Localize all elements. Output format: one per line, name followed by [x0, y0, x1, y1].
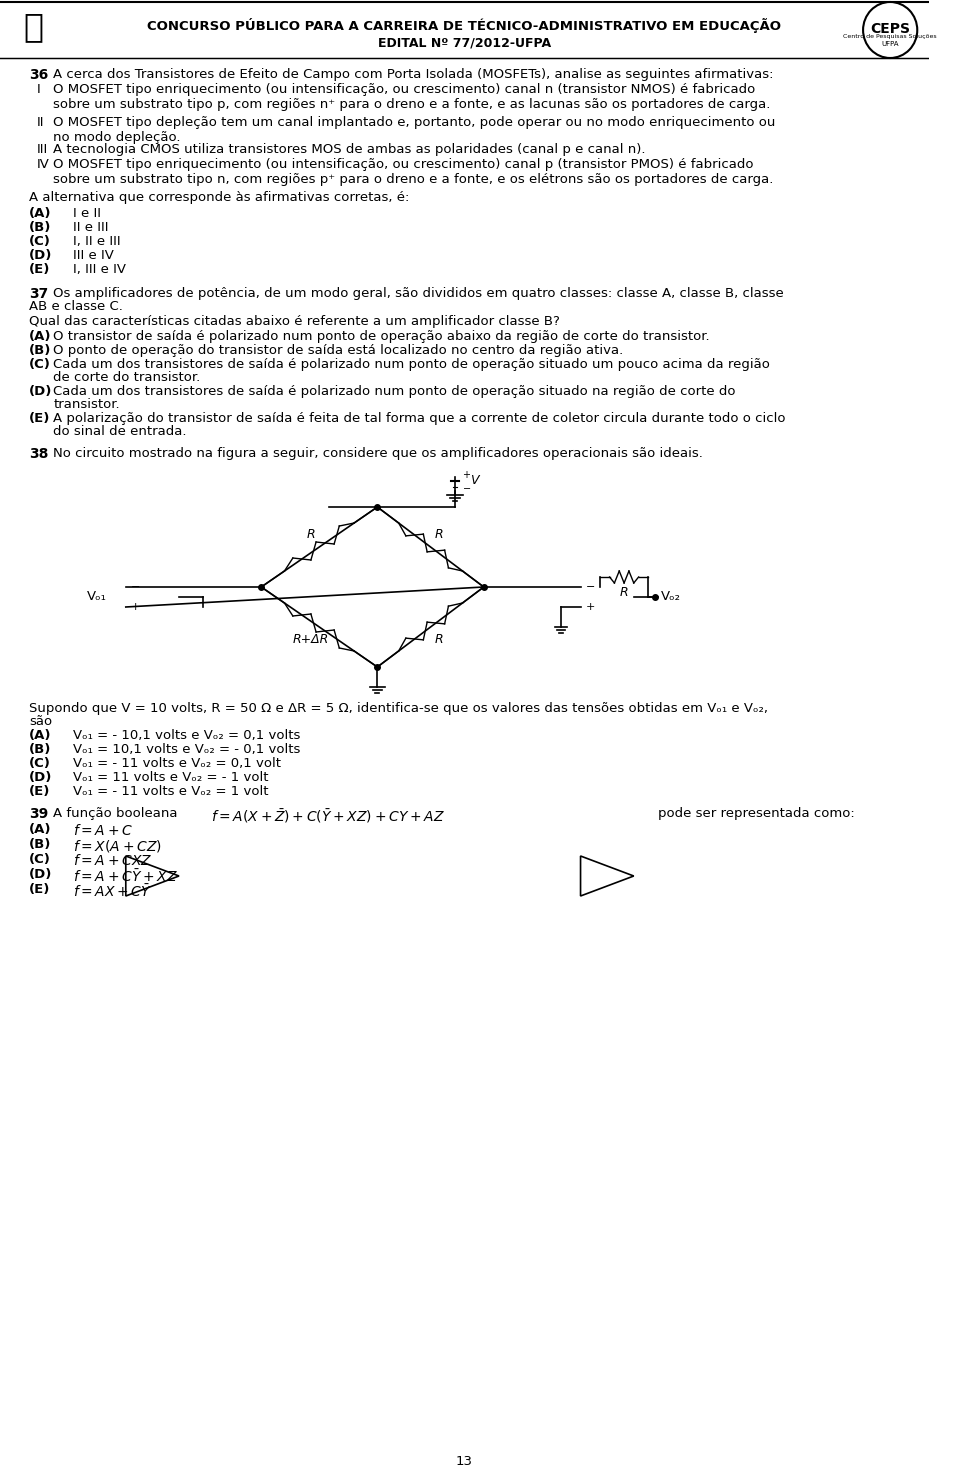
- Text: I e II: I e II: [73, 208, 101, 219]
- Text: III: III: [36, 143, 48, 156]
- Text: No circuito mostrado na figura a seguir, considere que os amplificadores operaci: No circuito mostrado na figura a seguir,…: [53, 446, 703, 460]
- Text: A polarização do transistor de saída é feita de tal forma que a corrente de cole: A polarização do transistor de saída é f…: [53, 412, 785, 426]
- Text: II: II: [36, 116, 44, 130]
- Text: EDITAL Nº 77/2012-UFPA: EDITAL Nº 77/2012-UFPA: [378, 35, 551, 49]
- Text: R+ΔR: R+ΔR: [293, 633, 329, 647]
- Text: Vₒ₁ = - 11 volts e Vₒ₂ = 1 volt: Vₒ₁ = - 11 volts e Vₒ₂ = 1 volt: [73, 785, 268, 798]
- Text: (D): (D): [29, 384, 53, 398]
- Text: O transistor de saída é polarizado num ponto de operação abaixo da região de cor: O transistor de saída é polarizado num p…: [53, 330, 709, 343]
- Text: (E): (E): [29, 785, 51, 798]
- Text: I, III e IV: I, III e IV: [73, 264, 126, 275]
- Text: UFPA: UFPA: [881, 41, 899, 47]
- Text: AB e classe C.: AB e classe C.: [29, 300, 123, 312]
- Text: −: −: [586, 582, 595, 592]
- Text: A cerca dos Transistores de Efeito de Campo com Porta Isolada (MOSFETs), analise: A cerca dos Transistores de Efeito de Ca…: [53, 68, 774, 81]
- Text: (C): (C): [29, 757, 51, 770]
- Text: $f = A + CXZ$: $f = A + CXZ$: [73, 853, 152, 868]
- Text: do sinal de entrada.: do sinal de entrada.: [53, 426, 186, 437]
- Text: (C): (C): [29, 358, 51, 371]
- Text: O MOSFET tipo enriquecimento (ou intensificação, ou crescimento) canal p (transi: O MOSFET tipo enriquecimento (ou intensi…: [53, 158, 774, 186]
- Text: são: são: [29, 714, 52, 728]
- Text: II e III: II e III: [73, 221, 108, 234]
- Text: (B): (B): [29, 221, 52, 234]
- Text: CEPS: CEPS: [870, 22, 910, 35]
- Text: transistor.: transistor.: [53, 398, 120, 411]
- Text: $f = AX + C\bar{Y}$: $f = AX + C\bar{Y}$: [73, 882, 152, 900]
- Text: Os amplificadores de potência, de um modo geral, são divididos em quatro classes: Os amplificadores de potência, de um mod…: [53, 287, 784, 300]
- Text: IV: IV: [36, 158, 50, 171]
- Text: $f = X(A + CZ)$: $f = X(A + CZ)$: [73, 838, 161, 854]
- Text: O MOSFET tipo enriquecimento (ou intensificação, ou crescimento) canal n (transi: O MOSFET tipo enriquecimento (ou intensi…: [53, 82, 771, 110]
- Text: I, II e III: I, II e III: [73, 236, 120, 247]
- Text: (D): (D): [29, 868, 53, 881]
- Text: (A): (A): [29, 729, 52, 742]
- Text: Vₒ₁ = 11 volts e Vₒ₂ = - 1 volt: Vₒ₁ = 11 volts e Vₒ₂ = - 1 volt: [73, 770, 268, 784]
- Text: $f = A + C$: $f = A + C$: [73, 823, 132, 838]
- Text: O MOSFET tipo depleção tem um canal implantado e, portanto, pode operar ou no mo: O MOSFET tipo depleção tem um canal impl…: [53, 116, 776, 144]
- Text: III e IV: III e IV: [73, 249, 113, 262]
- Text: Vₒ₁ = 10,1 volts e Vₒ₂ = - 0,1 volts: Vₒ₁ = 10,1 volts e Vₒ₂ = - 0,1 volts: [73, 742, 300, 756]
- Text: 13: 13: [456, 1455, 473, 1469]
- Text: A função booleana: A função booleana: [53, 807, 178, 820]
- Text: V: V: [470, 473, 479, 486]
- Text: (D): (D): [29, 770, 53, 784]
- Text: +: +: [586, 602, 595, 611]
- Text: (E): (E): [29, 412, 51, 426]
- Text: (E): (E): [29, 882, 51, 896]
- Text: Centro de Pesquisas Soluções: Centro de Pesquisas Soluções: [843, 34, 937, 38]
- Text: −: −: [131, 582, 140, 592]
- Text: (C): (C): [29, 236, 51, 247]
- Text: (D): (D): [29, 249, 53, 262]
- Text: 39: 39: [29, 807, 48, 820]
- Text: R: R: [435, 632, 444, 645]
- Text: (C): (C): [29, 853, 51, 866]
- Text: de corte do transistor.: de corte do transistor.: [53, 371, 201, 384]
- Text: (B): (B): [29, 838, 52, 851]
- Text: R: R: [435, 529, 444, 542]
- Text: +: +: [463, 470, 470, 480]
- Text: Qual das características citadas abaixo é referente a um amplificador classe B?: Qual das características citadas abaixo …: [29, 315, 560, 328]
- Text: I: I: [36, 82, 40, 96]
- Text: R: R: [620, 585, 629, 598]
- Text: $f = A + C\bar{Y} + XZ$: $f = A + C\bar{Y} + XZ$: [73, 868, 178, 885]
- Text: +: +: [131, 602, 140, 611]
- Text: (B): (B): [29, 345, 52, 356]
- Text: Supondo que V = 10 volts, R = 50 Ω e ΔR = 5 Ω, identifica-se que os valores das : Supondo que V = 10 volts, R = 50 Ω e ΔR …: [29, 703, 768, 714]
- Text: Vₒ₁ = - 10,1 volts e Vₒ₂ = 0,1 volts: Vₒ₁ = - 10,1 volts e Vₒ₂ = 0,1 volts: [73, 729, 300, 742]
- Text: (A): (A): [29, 208, 52, 219]
- Text: pode ser representada como:: pode ser representada como:: [658, 807, 854, 820]
- Text: 36: 36: [29, 68, 48, 82]
- Text: Vₒ₁: Vₒ₁: [87, 591, 107, 604]
- Text: 37: 37: [29, 287, 48, 300]
- Text: (A): (A): [29, 330, 52, 343]
- Text: Cada um dos transistores de saída é polarizado num ponto de operação situado um : Cada um dos transistores de saída é pola…: [53, 358, 770, 371]
- Text: $f = A(X + \bar{Z}) + C(\bar{Y} + XZ) + CY + AZ$: $f = A(X + \bar{Z}) + C(\bar{Y} + XZ) + …: [211, 807, 444, 825]
- Text: 38: 38: [29, 446, 48, 461]
- Text: −: −: [463, 485, 470, 493]
- Text: Cada um dos transistores de saída é polarizado num ponto de operação situado na : Cada um dos transistores de saída é pola…: [53, 384, 735, 398]
- Text: (A): (A): [29, 823, 52, 837]
- Text: (E): (E): [29, 264, 51, 275]
- Text: Vₒ₂: Vₒ₂: [660, 591, 681, 604]
- Text: R: R: [307, 527, 316, 541]
- Text: A tecnologia CMOS utiliza transistores MOS de ambas as polaridades (canal p e ca: A tecnologia CMOS utiliza transistores M…: [53, 143, 646, 156]
- Text: A alternativa que corresponde às afirmativas corretas, é:: A alternativa que corresponde às afirmat…: [29, 191, 409, 203]
- Text: 🔦: 🔦: [24, 10, 44, 43]
- Circle shape: [863, 1, 917, 57]
- Text: (B): (B): [29, 742, 52, 756]
- Text: Vₒ₁ = - 11 volts e Vₒ₂ = 0,1 volt: Vₒ₁ = - 11 volts e Vₒ₂ = 0,1 volt: [73, 757, 280, 770]
- Text: O ponto de operação do transistor de saída está localizado no centro da região a: O ponto de operação do transistor de saí…: [53, 345, 623, 356]
- Bar: [0, 0, 929, 57]
- Text: CONCURSO PÚBLICO PARA A CARREIRA DE TÉCNICO-ADMINISTRATIVO EM EDUCAÇÃO: CONCURSO PÚBLICO PARA A CARREIRA DE TÉCN…: [148, 18, 781, 32]
